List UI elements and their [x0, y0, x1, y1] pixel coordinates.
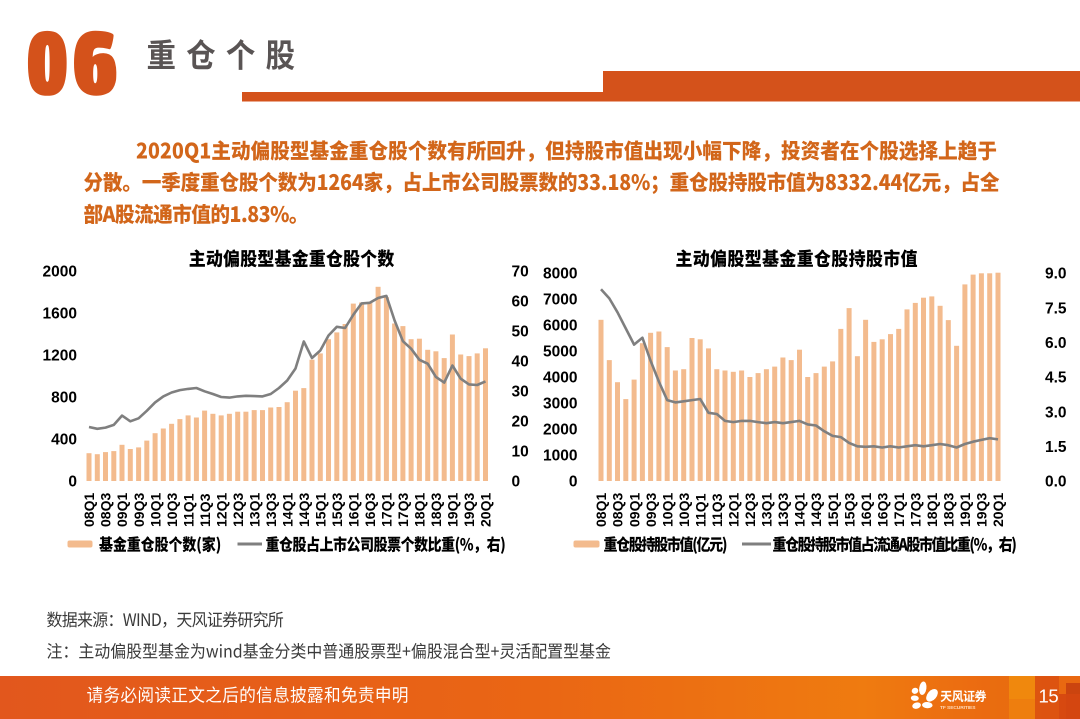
svg-text:5000: 5000 [543, 344, 577, 361]
svg-text:12Q3: 12Q3 [742, 493, 758, 527]
svg-text:1600: 1600 [43, 306, 77, 323]
svg-text:4.5: 4.5 [1045, 370, 1067, 387]
svg-text:18Q3: 18Q3 [941, 493, 957, 527]
svg-text:2000: 2000 [43, 264, 77, 281]
svg-text:09Q3: 09Q3 [643, 493, 659, 527]
svg-text:17Q1: 17Q1 [891, 493, 907, 527]
svg-text:08Q3: 08Q3 [610, 493, 626, 527]
svg-text:18Q1: 18Q1 [412, 493, 428, 527]
svg-text:800: 800 [51, 389, 77, 406]
svg-text:7.5: 7.5 [1045, 300, 1067, 317]
svg-text:13Q1: 13Q1 [759, 493, 775, 527]
svg-text:19Q3: 19Q3 [461, 493, 477, 527]
svg-text:6.0: 6.0 [1045, 335, 1067, 352]
svg-text:16Q3: 16Q3 [362, 493, 378, 527]
svg-text:18Q1: 18Q1 [924, 493, 940, 527]
svg-text:9.0: 9.0 [1045, 266, 1067, 283]
svg-text:11Q1: 11Q1 [180, 493, 196, 527]
svg-text:4000: 4000 [543, 370, 577, 387]
svg-text:11Q3: 11Q3 [197, 493, 213, 527]
svg-text:1200: 1200 [43, 348, 77, 365]
svg-text:15Q1: 15Q1 [313, 493, 329, 527]
svg-text:11Q3: 11Q3 [709, 493, 725, 527]
svg-text:15: 15 [1039, 686, 1059, 707]
svg-text:16Q1: 16Q1 [346, 493, 362, 527]
svg-text:3.0: 3.0 [1045, 404, 1067, 421]
svg-text:10Q3: 10Q3 [164, 493, 180, 527]
svg-text:17Q1: 17Q1 [379, 493, 395, 527]
svg-text:0: 0 [569, 474, 578, 491]
svg-text:0: 0 [512, 473, 521, 490]
svg-text:13Q3: 13Q3 [263, 493, 279, 527]
svg-text:09Q1: 09Q1 [114, 493, 130, 527]
svg-text:19Q3: 19Q3 [974, 493, 990, 527]
svg-text:08Q1: 08Q1 [81, 493, 97, 527]
svg-text:17Q3: 17Q3 [908, 493, 924, 527]
svg-text:08Q3: 08Q3 [98, 493, 114, 527]
svg-text:08Q1: 08Q1 [593, 493, 609, 527]
svg-text:15Q1: 15Q1 [825, 493, 841, 527]
svg-text:10Q1: 10Q1 [659, 493, 675, 527]
svg-text:10: 10 [512, 443, 529, 460]
svg-text:16Q3: 16Q3 [874, 493, 890, 527]
svg-text:1.5: 1.5 [1045, 439, 1067, 456]
svg-text:09Q1: 09Q1 [626, 493, 642, 527]
svg-text:14Q3: 14Q3 [808, 493, 824, 527]
svg-text:10Q3: 10Q3 [676, 493, 692, 527]
svg-text:0.0: 0.0 [1045, 474, 1067, 491]
svg-text:18Q3: 18Q3 [428, 493, 444, 527]
svg-text:14Q3: 14Q3 [296, 493, 312, 527]
svg-text:2000: 2000 [543, 422, 577, 439]
svg-text:13Q1: 13Q1 [246, 493, 262, 527]
svg-text:40: 40 [512, 354, 529, 371]
svg-text:12Q1: 12Q1 [213, 493, 229, 527]
svg-text:TF SECURITIES: TF SECURITIES [940, 705, 976, 711]
svg-text:14Q1: 14Q1 [792, 493, 808, 527]
svg-text:16Q1: 16Q1 [858, 493, 874, 527]
svg-text:15Q3: 15Q3 [329, 493, 345, 527]
svg-text:20: 20 [512, 413, 529, 430]
svg-text:30: 30 [512, 383, 529, 400]
svg-text:3000: 3000 [543, 396, 577, 413]
svg-text:8000: 8000 [543, 266, 577, 283]
svg-text:400: 400 [51, 431, 77, 448]
svg-text:13Q3: 13Q3 [775, 493, 791, 527]
svg-text:70: 70 [512, 264, 529, 281]
svg-text:6000: 6000 [543, 318, 577, 335]
svg-text:17Q3: 17Q3 [395, 493, 411, 527]
svg-text:7000: 7000 [543, 292, 577, 309]
svg-text:20Q1: 20Q1 [478, 493, 494, 527]
svg-text:60: 60 [512, 294, 529, 311]
svg-text:50: 50 [512, 324, 529, 341]
svg-text:09Q3: 09Q3 [131, 493, 147, 527]
svg-text:11Q1: 11Q1 [692, 493, 708, 527]
svg-text:1000: 1000 [543, 448, 577, 465]
svg-text:19Q1: 19Q1 [957, 493, 973, 527]
svg-text:15Q3: 15Q3 [841, 493, 857, 527]
svg-text:10Q1: 10Q1 [147, 493, 163, 527]
svg-text:0: 0 [68, 473, 77, 490]
svg-text:12Q3: 12Q3 [230, 493, 246, 527]
svg-text:14Q1: 14Q1 [279, 493, 295, 527]
svg-text:19Q1: 19Q1 [445, 493, 461, 527]
svg-text:12Q1: 12Q1 [726, 493, 742, 527]
svg-text:20Q1: 20Q1 [990, 493, 1006, 527]
